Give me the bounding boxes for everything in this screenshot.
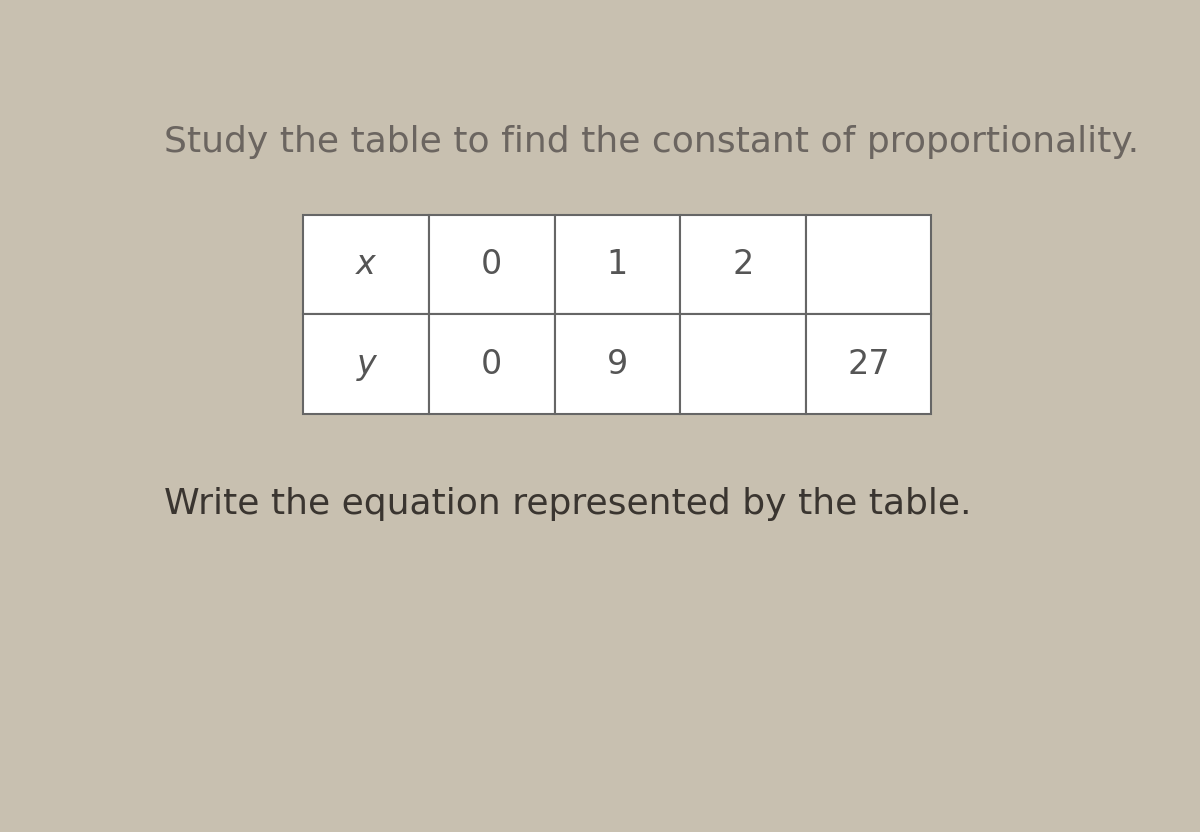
Bar [554,215,680,314]
Text: 27: 27 [847,348,889,380]
Text: 0: 0 [481,348,503,380]
Text: 9: 9 [607,348,628,380]
Bar [805,314,931,414]
Bar [304,314,430,414]
Text: 1: 1 [607,248,628,281]
Bar [304,215,430,314]
Text: Study the table to find the constant of proportionality.: Study the table to find the constant of … [164,126,1139,160]
Text: 2: 2 [732,248,754,281]
Bar [680,215,805,314]
Text: Write the equation represented by the table.: Write the equation represented by the ta… [164,488,972,522]
Bar [680,314,805,414]
Bar [430,215,554,314]
Text: 0: 0 [481,248,503,281]
Bar [554,314,680,414]
Bar [430,314,554,414]
Text: y: y [356,348,376,380]
Bar [805,215,931,314]
Text: x: x [356,248,376,281]
